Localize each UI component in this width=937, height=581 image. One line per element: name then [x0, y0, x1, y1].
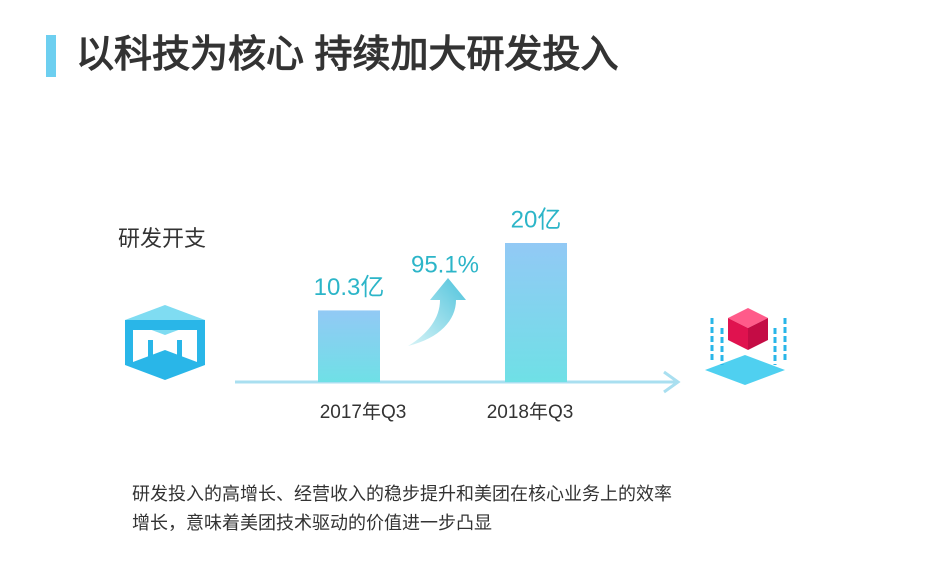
- right-icon: [705, 308, 787, 385]
- title-accent: [46, 35, 56, 77]
- value-label: 20亿: [511, 206, 562, 233]
- x-tick-label: 2018年Q3: [487, 401, 574, 423]
- value-label: 10.3亿: [314, 274, 385, 301]
- growth-arrow: [408, 278, 466, 346]
- left-icon: [125, 305, 205, 380]
- bar: [318, 310, 380, 382]
- bar: [505, 243, 567, 382]
- note-line: 增长，意味着美团技术驱动的价值进一步凸显: [132, 513, 492, 533]
- arrow-head: [663, 370, 681, 394]
- series-label: 研发开支: [118, 226, 206, 251]
- growth-annotation: 95.1%: [411, 251, 479, 278]
- x-tick-label: 2017年Q3: [320, 401, 407, 423]
- chart-title: 以科技为核心 持续加大研发投入: [76, 34, 619, 76]
- note-line: 研发投入的高增长、经营收入的稳步提升和美团在核心业务上的效率: [132, 484, 672, 504]
